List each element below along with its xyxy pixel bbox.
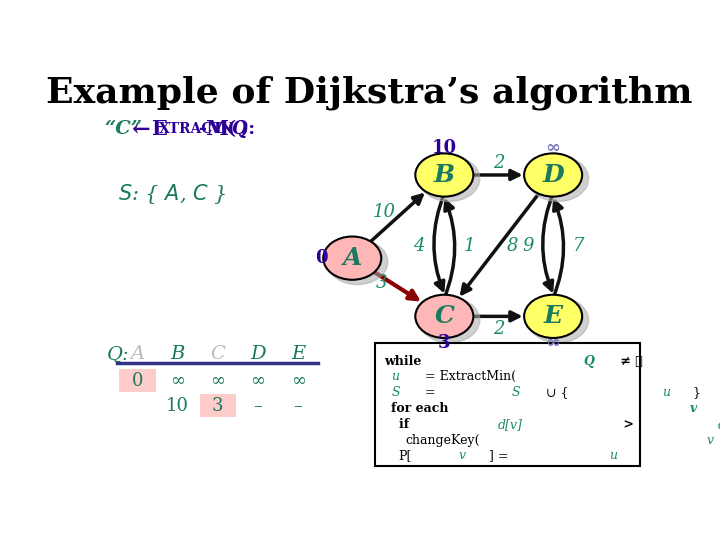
Text: $S$: { $A$, $C$ }: $S$: { $A$, $C$ } bbox=[118, 181, 226, 206]
Text: IN: IN bbox=[214, 122, 233, 136]
Text: d[v]: d[v] bbox=[498, 418, 523, 431]
FancyArrowPatch shape bbox=[371, 270, 417, 299]
Text: ∪ {: ∪ { bbox=[542, 386, 569, 399]
Text: 3: 3 bbox=[438, 334, 451, 353]
FancyBboxPatch shape bbox=[120, 369, 156, 393]
Circle shape bbox=[419, 298, 480, 343]
Text: changeKey(: changeKey( bbox=[405, 434, 480, 447]
FancyArrowPatch shape bbox=[462, 191, 541, 294]
FancyArrowPatch shape bbox=[368, 195, 422, 244]
Text: 0: 0 bbox=[132, 372, 143, 390]
Circle shape bbox=[528, 298, 589, 343]
Text: 10: 10 bbox=[166, 397, 189, 415]
Text: 1: 1 bbox=[464, 237, 475, 255]
Text: 2: 2 bbox=[493, 320, 505, 338]
Text: S: S bbox=[512, 386, 521, 399]
Circle shape bbox=[528, 156, 589, 201]
FancyArrowPatch shape bbox=[444, 201, 455, 298]
Text: 10: 10 bbox=[373, 204, 396, 221]
Text: 8: 8 bbox=[507, 237, 518, 255]
Text: for each: for each bbox=[392, 402, 453, 415]
Text: E: E bbox=[151, 119, 167, 139]
Text: 0: 0 bbox=[315, 249, 328, 267]
Text: >: > bbox=[618, 418, 638, 431]
Text: –: – bbox=[294, 397, 302, 415]
FancyBboxPatch shape bbox=[374, 343, 639, 466]
Text: M: M bbox=[205, 119, 228, 139]
Text: 4: 4 bbox=[413, 237, 425, 255]
Text: A: A bbox=[343, 246, 362, 270]
Text: u: u bbox=[610, 449, 618, 462]
FancyArrowPatch shape bbox=[553, 201, 564, 298]
Text: –: – bbox=[253, 397, 262, 415]
Text: Q: Q bbox=[583, 355, 594, 368]
Text: ←: ← bbox=[131, 118, 149, 140]
Text: u: u bbox=[392, 370, 400, 383]
Text: 3: 3 bbox=[212, 397, 223, 415]
Text: ∞: ∞ bbox=[170, 372, 185, 390]
Text: (: ( bbox=[226, 120, 235, 138]
Text: ] =: ] = bbox=[489, 449, 513, 462]
Text: ∞: ∞ bbox=[546, 334, 561, 353]
Text: D: D bbox=[250, 345, 266, 363]
FancyArrowPatch shape bbox=[469, 171, 519, 179]
Circle shape bbox=[524, 295, 582, 338]
Text: ):: ): bbox=[240, 120, 256, 138]
Text: v: v bbox=[690, 402, 697, 415]
Text: ≠ ∅: ≠ ∅ bbox=[616, 355, 647, 368]
Text: XTRACT: XTRACT bbox=[159, 122, 224, 136]
FancyArrowPatch shape bbox=[434, 193, 444, 290]
Text: C: C bbox=[434, 305, 454, 328]
Circle shape bbox=[419, 156, 480, 201]
Text: S: S bbox=[392, 386, 400, 399]
Text: = ExtractMin(: = ExtractMin( bbox=[421, 370, 516, 383]
Text: C: C bbox=[210, 345, 225, 363]
Text: ∞: ∞ bbox=[291, 372, 305, 390]
Text: v: v bbox=[459, 449, 466, 462]
Text: ∞: ∞ bbox=[210, 372, 225, 390]
Circle shape bbox=[327, 239, 388, 285]
Text: 2: 2 bbox=[493, 153, 505, 172]
Text: }: } bbox=[693, 386, 701, 399]
Text: B: B bbox=[433, 163, 455, 187]
Text: Q: Q bbox=[230, 120, 246, 138]
FancyBboxPatch shape bbox=[199, 394, 236, 417]
Text: if: if bbox=[399, 418, 413, 431]
FancyArrowPatch shape bbox=[469, 312, 519, 321]
Text: “C”: “C” bbox=[104, 120, 142, 138]
Text: ∞: ∞ bbox=[546, 139, 561, 157]
Text: D: D bbox=[542, 163, 564, 187]
Text: E: E bbox=[544, 305, 562, 328]
Circle shape bbox=[323, 237, 382, 280]
Text: A: A bbox=[130, 345, 145, 363]
Text: v: v bbox=[706, 434, 714, 447]
Text: while: while bbox=[384, 355, 426, 368]
Text: 9: 9 bbox=[522, 237, 534, 255]
Text: Q:: Q: bbox=[107, 345, 129, 363]
Circle shape bbox=[415, 295, 473, 338]
Text: =: = bbox=[421, 386, 440, 399]
Text: u: u bbox=[662, 386, 670, 399]
Text: 7: 7 bbox=[572, 237, 584, 255]
Text: ∞: ∞ bbox=[251, 372, 266, 390]
Text: 10: 10 bbox=[432, 139, 457, 157]
FancyArrowPatch shape bbox=[543, 193, 553, 290]
Text: 3: 3 bbox=[376, 274, 387, 292]
Circle shape bbox=[524, 153, 582, 197]
Text: P[: P[ bbox=[399, 449, 412, 462]
Text: Example of Dijkstra’s algorithm: Example of Dijkstra’s algorithm bbox=[46, 75, 692, 110]
Text: d[u]: d[u] bbox=[718, 418, 720, 431]
Text: B: B bbox=[171, 345, 185, 363]
Circle shape bbox=[415, 153, 473, 197]
Text: -: - bbox=[199, 120, 207, 138]
Text: E: E bbox=[291, 345, 305, 363]
